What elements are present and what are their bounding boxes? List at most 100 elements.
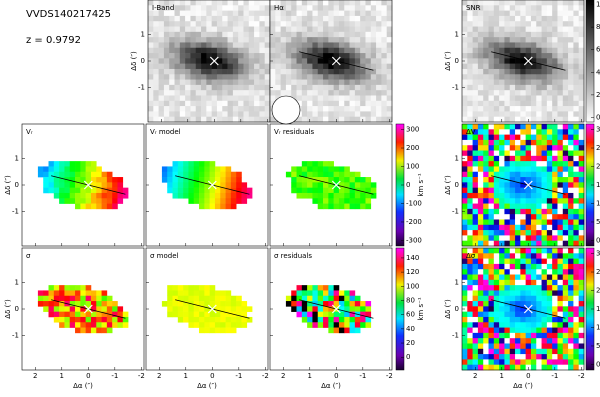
map-pixel bbox=[510, 333, 516, 339]
map-pixel bbox=[489, 156, 495, 162]
map-pixel bbox=[536, 285, 542, 291]
map-pixel bbox=[526, 85, 532, 91]
map-pixel bbox=[376, 32, 382, 38]
map-pixel bbox=[542, 156, 548, 162]
map-pixel bbox=[557, 275, 563, 281]
map-pixel bbox=[334, 198, 340, 204]
map-pixel bbox=[547, 161, 553, 167]
map-pixel bbox=[462, 95, 468, 101]
map-pixel bbox=[233, 16, 239, 22]
map-pixel bbox=[499, 21, 505, 27]
colorbar-tick-label: 20 bbox=[596, 163, 600, 171]
map-pixel bbox=[483, 124, 489, 130]
map-pixel bbox=[323, 317, 329, 323]
map-pixel bbox=[231, 317, 237, 323]
map-pixel bbox=[563, 42, 569, 48]
map-pixel bbox=[334, 317, 340, 323]
map-pixel bbox=[510, 172, 516, 178]
map-pixel bbox=[563, 172, 569, 178]
y-tick-label: 1 bbox=[455, 278, 459, 286]
map-pixel bbox=[228, 111, 234, 117]
map-pixel bbox=[557, 166, 563, 172]
map-pixel bbox=[188, 290, 194, 296]
map-pixel bbox=[552, 135, 558, 141]
map-pixel bbox=[318, 90, 324, 96]
map-pixel bbox=[360, 306, 366, 312]
map-pixel bbox=[462, 198, 468, 204]
map-pixel bbox=[526, 27, 532, 33]
map-pixel bbox=[552, 80, 558, 86]
map-pixel bbox=[483, 214, 489, 220]
map-pixel bbox=[520, 69, 526, 75]
map-pixel bbox=[568, 312, 574, 318]
map-pixel bbox=[542, 333, 548, 339]
map-pixel bbox=[249, 5, 255, 11]
map-pixel bbox=[531, 230, 537, 236]
map-pixel bbox=[249, 74, 255, 80]
map-pixel bbox=[265, 11, 271, 17]
map-pixel bbox=[291, 85, 297, 91]
map-pixel bbox=[328, 0, 334, 6]
map-pixel bbox=[217, 117, 223, 123]
map-pixel bbox=[489, 182, 495, 188]
map-pixel bbox=[473, 317, 479, 323]
map-pixel bbox=[222, 53, 228, 59]
x-axis-label: Δα (″) bbox=[197, 382, 217, 390]
map-pixel bbox=[233, 106, 239, 112]
map-pixel bbox=[531, 241, 537, 247]
map-pixel bbox=[489, 21, 495, 27]
map-pixel bbox=[499, 328, 505, 334]
map-pixel bbox=[483, 58, 489, 64]
map-pixel bbox=[175, 11, 181, 17]
map-pixel bbox=[526, 269, 532, 275]
map-pixel bbox=[489, 349, 495, 355]
map-pixel bbox=[381, 27, 387, 33]
map-pixel bbox=[164, 69, 170, 75]
map-pixel bbox=[489, 343, 495, 349]
map-pixel bbox=[557, 101, 563, 107]
map-pixel bbox=[323, 90, 329, 96]
map-pixel bbox=[478, 301, 484, 307]
map-pixel bbox=[153, 58, 159, 64]
map-pixel bbox=[312, 285, 318, 291]
map-pixel bbox=[148, 101, 154, 107]
map-pixel bbox=[307, 95, 313, 101]
map-pixel bbox=[212, 53, 218, 59]
map-pixel bbox=[387, 42, 393, 48]
map-pixel bbox=[249, 90, 255, 96]
map-panel: Vᵣ-101Δδ (″) bbox=[4, 124, 144, 246]
map-pixel bbox=[281, 21, 287, 27]
map-pixel bbox=[307, 161, 313, 167]
map-pixel bbox=[520, 156, 526, 162]
map-pixel bbox=[243, 74, 249, 80]
map-pixel bbox=[334, 111, 340, 117]
map-pixel bbox=[568, 333, 574, 339]
map-pixel bbox=[489, 90, 495, 96]
map-pixel bbox=[201, 69, 207, 75]
map-pixel bbox=[307, 285, 313, 291]
map-pixel bbox=[360, 90, 366, 96]
map-pixel bbox=[499, 225, 505, 231]
map-pixel bbox=[547, 219, 553, 225]
map-pixel bbox=[563, 151, 569, 157]
map-pixel bbox=[552, 253, 558, 259]
map-pixel bbox=[222, 16, 228, 22]
map-pixel bbox=[462, 106, 468, 112]
map-pixel bbox=[228, 32, 234, 38]
map-pixel bbox=[510, 365, 516, 371]
map-pixel bbox=[579, 343, 585, 349]
map-pixel bbox=[478, 16, 484, 22]
map-pixel bbox=[254, 69, 260, 75]
map-pixel bbox=[573, 306, 579, 312]
map-pixel bbox=[188, 317, 194, 323]
map-pixel bbox=[344, 53, 350, 59]
colorbar-tick-label: 20 bbox=[596, 287, 600, 295]
map-pixel bbox=[542, 90, 548, 96]
map-pixel bbox=[270, 90, 276, 96]
map-pixel bbox=[568, 241, 574, 247]
colorbar-tick-label: -200 bbox=[406, 218, 422, 226]
map-pixel bbox=[334, 90, 340, 96]
map-pixel bbox=[462, 16, 468, 22]
map-pixel bbox=[494, 269, 500, 275]
map-pixel bbox=[536, 177, 542, 183]
